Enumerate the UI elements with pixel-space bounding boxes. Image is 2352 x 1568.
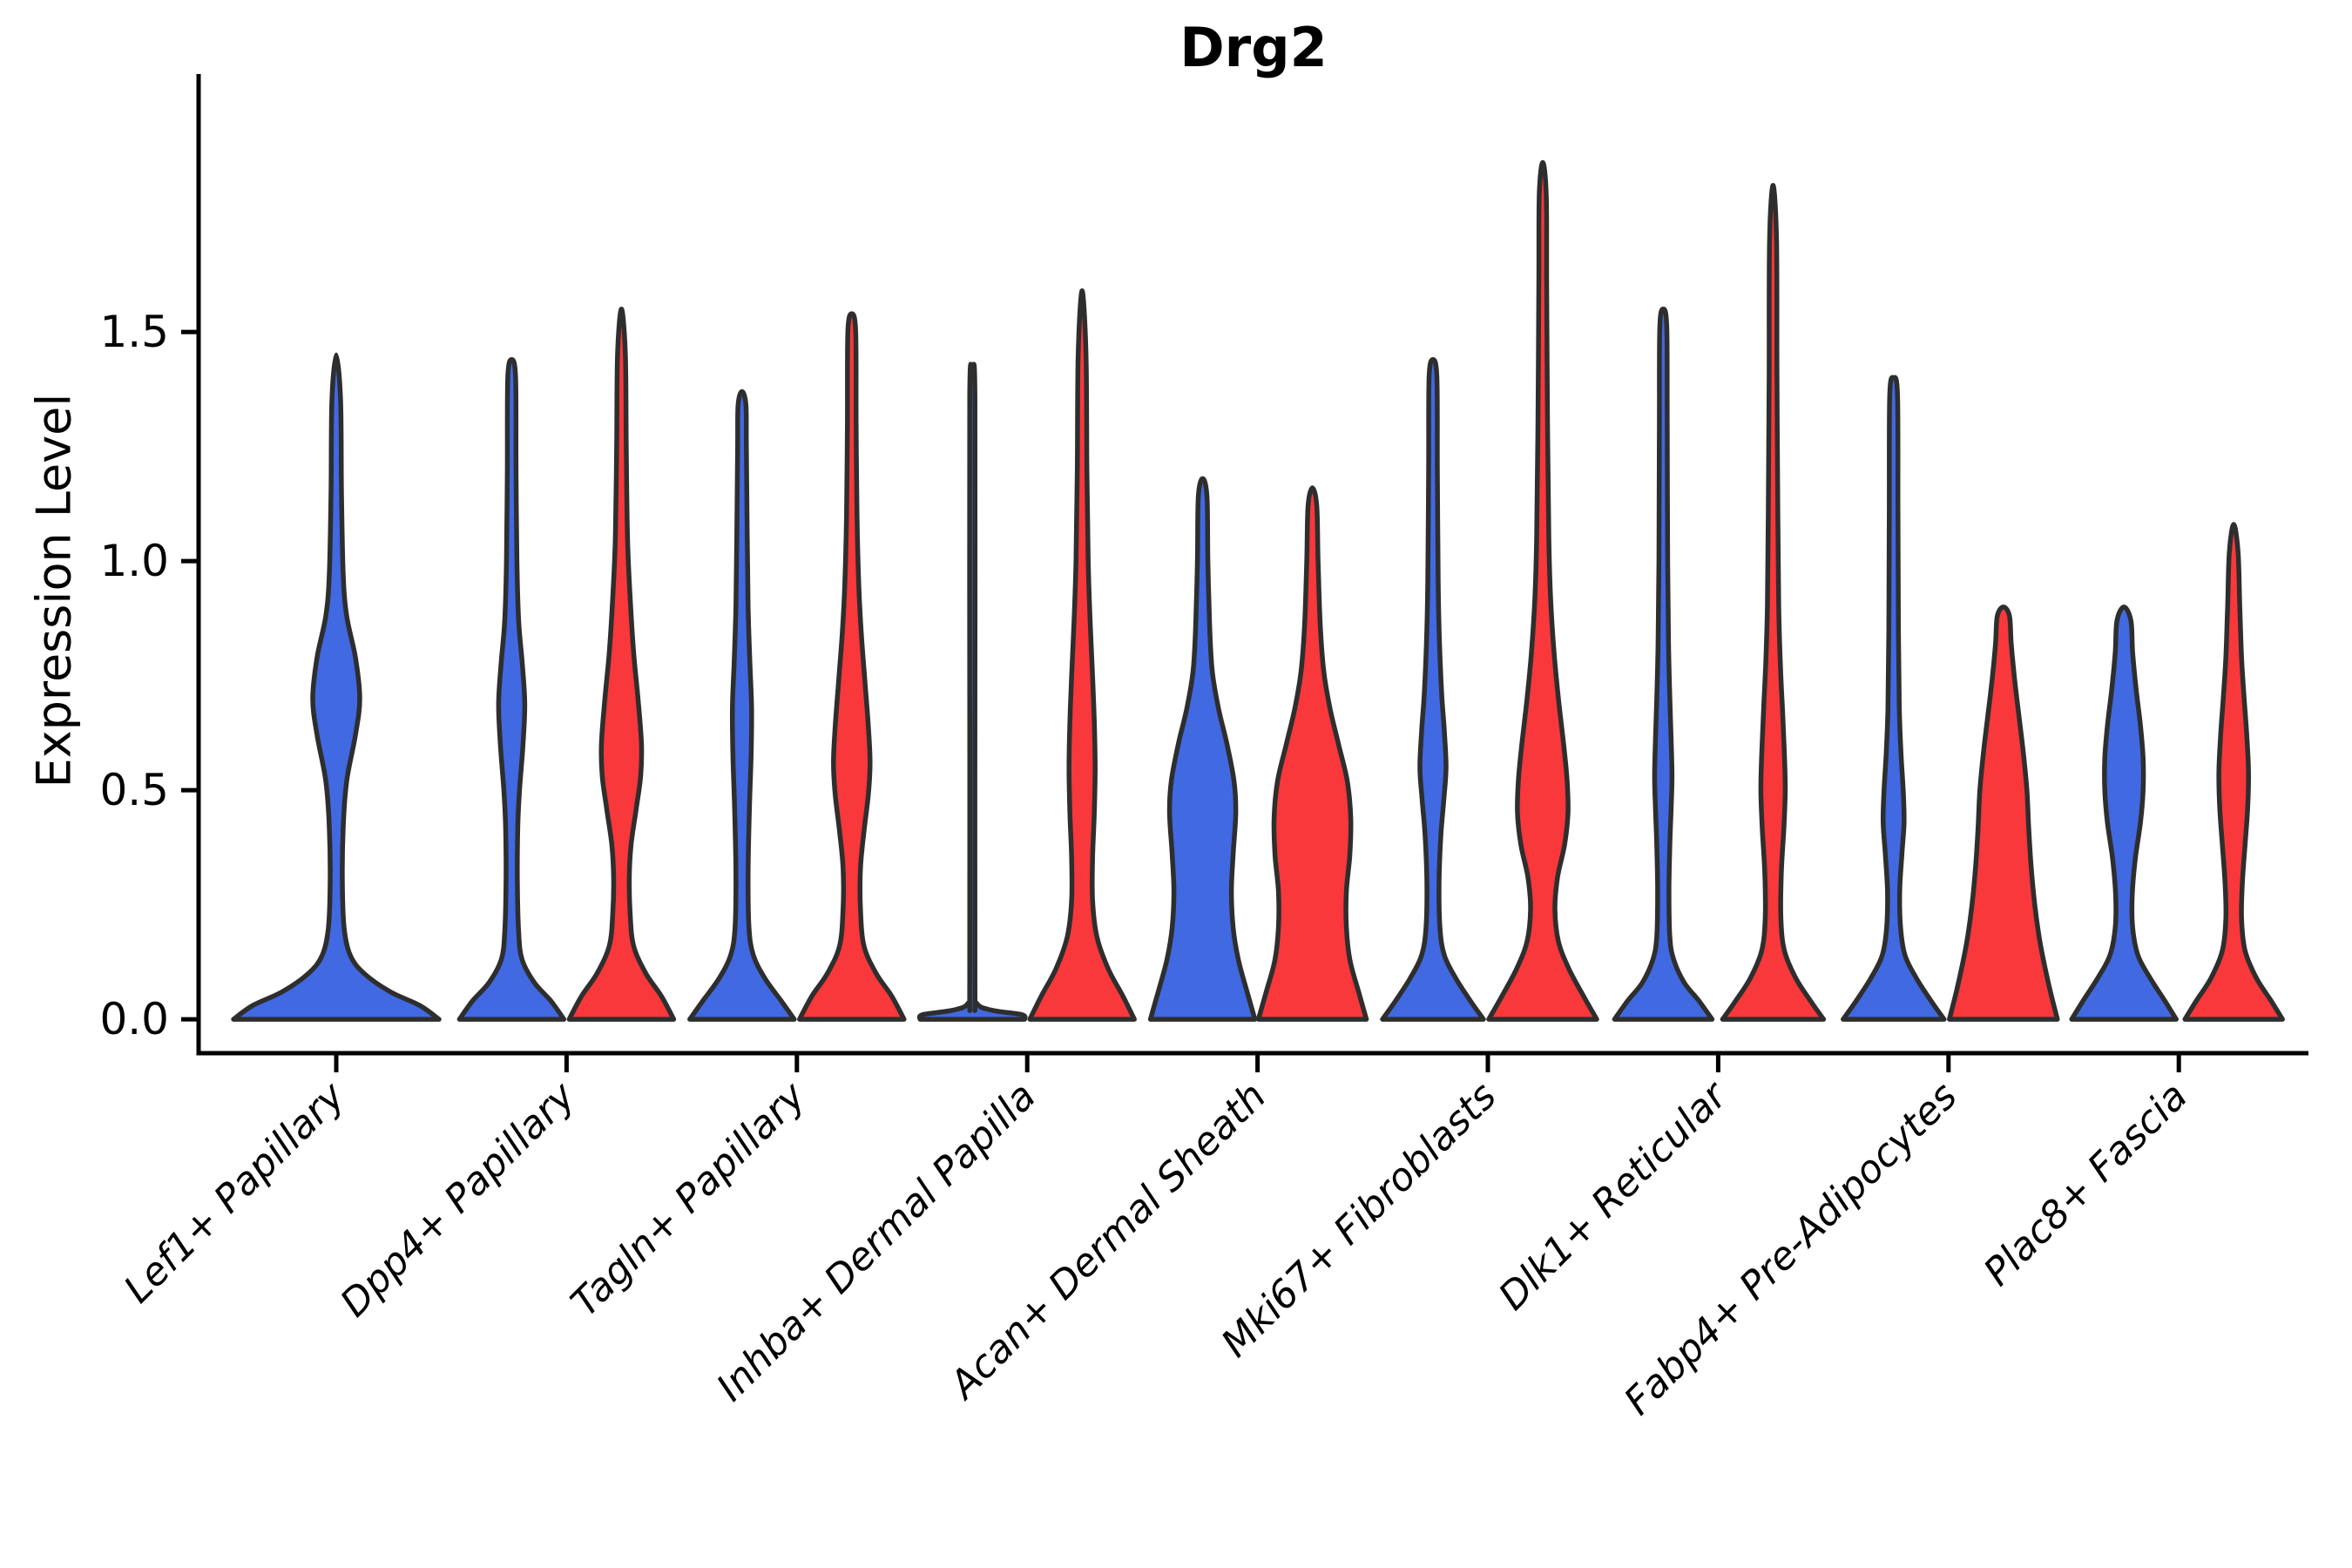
x-tick-label: Dpp4+ Papillary <box>332 1073 585 1326</box>
y-tick-label: 1.5 <box>99 307 169 357</box>
x-tick-label: Dlk1+ Reticular <box>1490 1072 1737 1319</box>
chart-title: Drg2 <box>1179 16 1328 79</box>
y-tick-label: 0.5 <box>99 765 169 815</box>
violin-plac8-fascia-red <box>2182 522 2285 1022</box>
violin-dpp4-papillary-red <box>566 307 677 1022</box>
y-tick-label: 1.0 <box>99 536 169 586</box>
x-tick-label: Plac8+ Fascia <box>1976 1074 2196 1294</box>
violin-dpp4-papillary-blue <box>456 356 567 1022</box>
violin-fabp4-pre-adipocytes-red <box>1947 604 2060 1022</box>
violin-fabp4-pre-adipocytes-blue <box>1841 375 1947 1022</box>
violin-dlk1-reticular-red <box>1720 183 1827 1022</box>
violin-inhba-dermal-papilla-red <box>1027 288 1137 1022</box>
x-tick-label: Tagln+ Papillary <box>563 1073 814 1325</box>
violin-mki67-fibroblasts-blue <box>1380 356 1486 1022</box>
violin-plac8-fascia-blue <box>2069 604 2179 1022</box>
violin-inhba-dermal-papilla-blue <box>916 362 1028 1022</box>
violin-tagln-papillary-red <box>797 311 907 1022</box>
violin-acan-dermal-sheath-blue <box>1147 476 1258 1022</box>
violin-acan-dermal-sheath-red <box>1255 485 1369 1022</box>
violin-mki67-fibroblasts-red <box>1486 159 1599 1022</box>
y-tick-label: 0.0 <box>99 994 169 1044</box>
violin-lef1-papillary-blue <box>231 352 442 1022</box>
violin-tagln-papillary-blue <box>687 389 797 1022</box>
violin-dlk1-reticular-blue <box>1612 307 1715 1022</box>
x-tick-label: Lef1+ Papillary <box>116 1073 355 1312</box>
